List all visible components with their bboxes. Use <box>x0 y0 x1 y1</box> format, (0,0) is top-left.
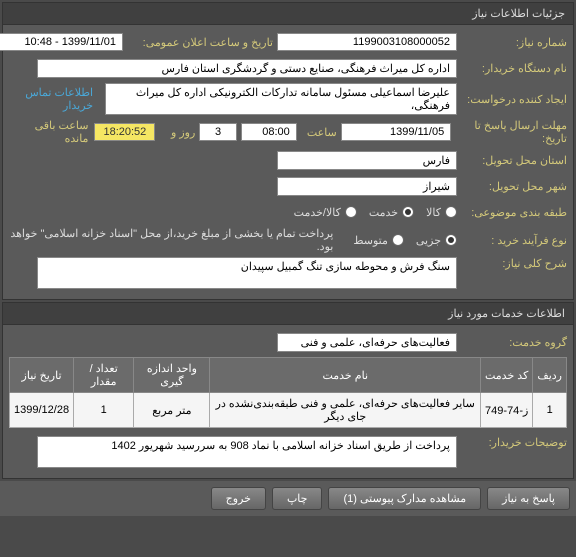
city-value: شیراز <box>277 177 457 196</box>
creator-label: ایجاد کننده درخواست: <box>457 93 567 106</box>
table-row: 1 ز-74-749 سایر فعالیت‌های حرفه‌ای، علمی… <box>10 393 567 428</box>
deadline-time: 08:00 <box>241 123 297 141</box>
remaining-label: ساعت باقی مانده <box>9 119 94 145</box>
services-body: گروه خدمت: فعالیت‌های حرفه‌ای، علمی و فن… <box>3 325 573 478</box>
print-button[interactable]: چاپ <box>272 487 323 510</box>
category-radio-group: کالا خدمت کالا/خدمت <box>294 206 457 219</box>
purchase-type-radio-group: جزیی متوسط <box>353 234 457 247</box>
deadline-label: مهلت ارسال پاسخ تا تاریخ: <box>451 119 567 145</box>
service-group-label: گروه خدمت: <box>457 336 567 349</box>
announce-value: 1399/11/01 - 10:48 <box>0 33 123 51</box>
province-label: استان محل تحویل: <box>457 154 567 167</box>
radio-icon <box>345 206 357 218</box>
radio-icon <box>402 206 414 218</box>
days-label: روز و <box>155 126 195 139</box>
table-header-row: ردیف کد خدمت نام خدمت واحد اندازه گیری ت… <box>10 358 567 393</box>
radio-partial[interactable]: جزیی <box>416 234 457 247</box>
radio-goods-label: کالا <box>426 206 441 219</box>
buyer-notes-label: توضیحات خریدار: <box>457 436 567 449</box>
creator-value: علیرضا اسماعیلی مسئول سامانه تدارکات الک… <box>105 83 457 115</box>
row-general-desc: شرح کلی نیاز: سنگ فرش و محوطه سازی تنگ گ… <box>9 257 567 289</box>
city-label: شهر محل تحویل: <box>457 180 567 193</box>
exit-button[interactable]: خروج <box>211 487 266 510</box>
announce-label: تاریخ و ساعت اعلان عمومی: <box>123 36 273 49</box>
cell-code: ز-74-749 <box>481 393 533 428</box>
cell-date: 1399/12/28 <box>10 393 74 428</box>
row-purchase-type: نوع فرآیند خرید : جزیی متوسط پرداخت تمام… <box>9 227 567 253</box>
row-need-number: شماره نیاز: 1199003108000052 تاریخ و ساع… <box>9 31 567 53</box>
button-row: پاسخ به نیاز مشاهده مدارک پیوستی (1) چاپ… <box>0 481 576 516</box>
col-code: کد خدمت <box>481 358 533 393</box>
time-label: ساعت <box>297 126 337 139</box>
col-date: تاریخ نیاز <box>10 358 74 393</box>
main-panel: جزئیات اطلاعات نیاز شماره نیاز: 11990031… <box>2 2 574 300</box>
reply-button[interactable]: پاسخ به نیاز <box>487 487 570 510</box>
form-body: شماره نیاز: 1199003108000052 تاریخ و ساع… <box>3 25 573 299</box>
purchase-type-label: نوع فرآیند خرید : <box>457 234 567 247</box>
contact-link[interactable]: اطلاعات تماس خریدار <box>9 86 101 112</box>
col-qty: تعداد / مقدار <box>74 358 134 393</box>
row-buyer-org: نام دستگاه خریدار: اداره کل میراث فرهنگی… <box>9 57 567 79</box>
cell-unit: متر مربع <box>134 393 210 428</box>
radio-partial-label: جزیی <box>416 234 441 247</box>
panel-title: جزئیات اطلاعات نیاز <box>472 8 565 20</box>
row-category: طبقه بندی موضوعی: کالا خدمت کالا/خدمت <box>9 201 567 223</box>
services-header: اطلاعات خدمات مورد نیاز <box>3 303 573 325</box>
col-row: ردیف <box>533 358 567 393</box>
buyer-notes-value: پرداخت از طریق اسناد خزانه اسلامی با نما… <box>37 436 457 468</box>
cell-name: سایر فعالیت‌های حرفه‌ای، علمی و فنی طبقه… <box>210 393 481 428</box>
col-unit: واحد اندازه گیری <box>134 358 210 393</box>
row-city: شهر محل تحویل: شیراز <box>9 175 567 197</box>
buyer-org-label: نام دستگاه خریدار: <box>457 62 567 75</box>
col-name: نام خدمت <box>210 358 481 393</box>
province-value: فارس <box>277 151 457 170</box>
category-label: طبقه بندی موضوعی: <box>457 206 567 219</box>
countdown: 18:20:52 <box>94 123 155 141</box>
radio-goods-service-label: کالا/خدمت <box>294 206 341 219</box>
radio-icon <box>445 206 457 218</box>
cell-qty: 1 <box>74 393 134 428</box>
services-title: اطلاعات خدمات مورد نیاز <box>448 308 565 320</box>
attachments-button[interactable]: مشاهده مدارک پیوستی (1) <box>328 487 481 510</box>
radio-medium-label: متوسط <box>353 234 388 247</box>
cell-row: 1 <box>533 393 567 428</box>
radio-icon <box>445 234 457 246</box>
buyer-org-value: اداره کل میراث فرهنگی، صنایع دستی و گردش… <box>37 59 457 78</box>
row-service-group: گروه خدمت: فعالیت‌های حرفه‌ای، علمی و فن… <box>9 331 567 353</box>
radio-icon <box>392 234 404 246</box>
days-count: 3 <box>199 123 237 141</box>
radio-service-label: خدمت <box>369 206 398 219</box>
row-buyer-notes: توضیحات خریدار: پرداخت از طریق اسناد خزا… <box>9 436 567 468</box>
need-number-value: 1199003108000052 <box>277 33 457 51</box>
service-group-value: فعالیت‌های حرفه‌ای، علمی و فنی <box>277 333 457 352</box>
general-desc-label: شرح کلی نیاز: <box>457 257 567 270</box>
radio-medium[interactable]: متوسط <box>353 234 404 247</box>
panel-header: جزئیات اطلاعات نیاز <box>3 3 573 25</box>
payment-note: پرداخت تمام یا بخشی از مبلغ خرید،از محل … <box>9 227 353 253</box>
services-table: ردیف کد خدمت نام خدمت واحد اندازه گیری ت… <box>9 357 567 428</box>
row-province: استان محل تحویل: فارس <box>9 149 567 171</box>
row-deadline: مهلت ارسال پاسخ تا تاریخ: 1399/11/05 ساع… <box>9 119 567 145</box>
radio-service[interactable]: خدمت <box>369 206 414 219</box>
need-number-label: شماره نیاز: <box>457 36 567 49</box>
radio-goods[interactable]: کالا <box>426 206 457 219</box>
deadline-date: 1399/11/05 <box>341 123 451 141</box>
radio-goods-service[interactable]: کالا/خدمت <box>294 206 357 219</box>
services-panel: اطلاعات خدمات مورد نیاز گروه خدمت: فعالی… <box>2 302 574 479</box>
row-creator: ایجاد کننده درخواست: علیرضا اسماعیلی مسئ… <box>9 83 567 115</box>
general-desc-value: سنگ فرش و محوطه سازی تنگ گمبیل سپیدان <box>37 257 457 289</box>
